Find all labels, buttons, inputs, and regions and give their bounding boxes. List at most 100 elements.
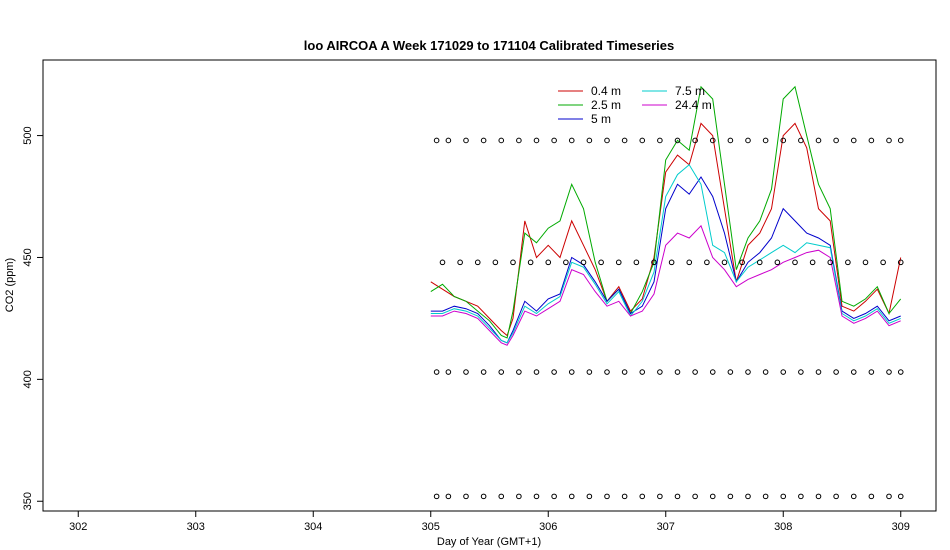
reference-point (868, 137, 875, 144)
y-axis: 350 400 450 500 (22, 126, 43, 510)
x-tick-label: 303 (187, 521, 205, 533)
reference-point (639, 137, 646, 144)
reference-point (850, 137, 857, 144)
y-axis-label: CO2 (ppm) (4, 258, 16, 312)
reference-point (639, 369, 646, 375)
reference-point (727, 369, 734, 375)
reference-point (492, 259, 499, 266)
legend: 0.4 m2.5 m5 m 7.5 m24.4 m (558, 84, 712, 126)
x-tick-label: 307 (657, 521, 675, 533)
reference-point (533, 369, 540, 375)
reference-markers (433, 137, 904, 500)
reference-point (516, 137, 522, 144)
legend-label: 0.4 m (591, 84, 621, 98)
reference-point (474, 259, 481, 266)
reference-point (745, 137, 751, 144)
reference-point (762, 137, 769, 144)
reference-point (668, 259, 675, 266)
reference-point (433, 137, 440, 144)
series-line-1 (430, 85, 902, 339)
reference-point (651, 259, 657, 266)
reference-point (621, 493, 628, 500)
reference-point (862, 259, 869, 266)
reference-point (692, 137, 698, 144)
reference-point (480, 137, 487, 144)
x-tick-label: 309 (892, 521, 910, 533)
reference-point (480, 369, 487, 375)
series-lines (430, 85, 902, 346)
reference-point (815, 137, 822, 144)
reference-point (586, 137, 593, 144)
reference-point (674, 493, 681, 500)
reference-point (445, 137, 452, 144)
reference-point (580, 259, 587, 266)
reference-point (657, 493, 663, 500)
y-tick-label: 500 (22, 126, 34, 144)
reference-point (457, 259, 463, 266)
reference-point (868, 493, 875, 500)
reference-point (568, 493, 575, 500)
reference-point (833, 137, 839, 144)
reference-point (686, 259, 693, 266)
reference-point (880, 259, 886, 266)
reference-point (657, 369, 663, 375)
plot-area (42, 59, 937, 512)
reference-point (621, 137, 628, 144)
reference-point (498, 493, 505, 500)
reference-point (833, 493, 839, 500)
reference-point (756, 259, 763, 266)
reference-point (463, 369, 469, 375)
series-line-4 (430, 224, 901, 346)
reference-point (586, 493, 593, 500)
reference-point (568, 137, 575, 144)
series-line-3 (430, 164, 901, 344)
x-axis: 302 303 304 305 306 307 308 309 (69, 511, 910, 533)
chart-title: loo AIRCOA A Week 171029 to 171104 Calib… (304, 38, 674, 53)
reference-point (739, 259, 745, 266)
reference-point (568, 369, 575, 375)
reference-point (692, 369, 698, 375)
reference-point (563, 259, 569, 266)
reference-point (516, 493, 522, 500)
x-axis-label: Day of Year (GMT+1) (437, 536, 541, 548)
legend-label: 7.5 m (675, 84, 705, 98)
reference-point (709, 493, 716, 500)
reference-point (639, 493, 646, 500)
reference-point (780, 137, 787, 144)
y-tick-label: 350 (22, 492, 34, 510)
reference-point (727, 137, 734, 144)
reference-point (897, 137, 904, 144)
reference-point (604, 493, 610, 500)
reference-point (762, 493, 769, 500)
reference-point (674, 369, 681, 375)
reference-point (745, 493, 751, 500)
reference-point (498, 369, 505, 375)
reference-point (868, 369, 875, 375)
reference-point (815, 493, 822, 500)
reference-point (897, 493, 904, 500)
legend-label: 5 m (591, 112, 611, 126)
reference-point (498, 137, 505, 144)
legend-label: 24.4 m (675, 98, 712, 112)
reference-point (621, 369, 628, 375)
x-tick-label: 305 (422, 521, 440, 533)
reference-point (586, 369, 593, 375)
reference-point (433, 493, 440, 500)
reference-point (833, 369, 839, 375)
reference-point (657, 137, 663, 144)
x-tick-label: 308 (774, 521, 792, 533)
reference-point (604, 369, 610, 375)
reference-point (815, 369, 822, 375)
reference-point (533, 137, 540, 144)
reference-point (463, 137, 469, 144)
reference-point (633, 259, 640, 266)
reference-point (551, 493, 557, 500)
reference-point (516, 369, 522, 375)
reference-point (709, 369, 716, 375)
reference-point (845, 259, 851, 266)
reference-point (545, 259, 552, 266)
reference-point (886, 369, 892, 375)
legend-label: 2.5 m (591, 98, 621, 112)
x-tick-label: 302 (69, 521, 87, 533)
